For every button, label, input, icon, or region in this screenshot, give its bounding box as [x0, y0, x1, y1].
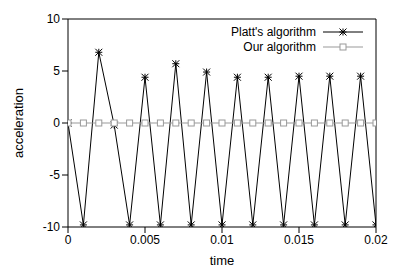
- svg-text:acceleration: acceleration: [11, 88, 26, 158]
- svg-text:0.01: 0.01: [210, 233, 234, 247]
- svg-text:-10: -10: [43, 220, 61, 234]
- svg-text:time: time: [210, 253, 235, 268]
- svg-text:-5: -5: [49, 168, 60, 182]
- svg-text:10: 10: [47, 12, 61, 26]
- svg-text:0: 0: [65, 233, 72, 247]
- svg-text:0.02: 0.02: [364, 233, 388, 247]
- svg-text:5: 5: [53, 64, 60, 78]
- svg-text:0.005: 0.005: [130, 233, 160, 247]
- html-text:Platt's algorithm: Platt's algorithm: [231, 24, 316, 39]
- svg-text:0: 0: [53, 116, 60, 130]
- html-text:Our algorithm: Our algorithm: [243, 39, 316, 54]
- svg-text:0.015: 0.015: [284, 233, 314, 247]
